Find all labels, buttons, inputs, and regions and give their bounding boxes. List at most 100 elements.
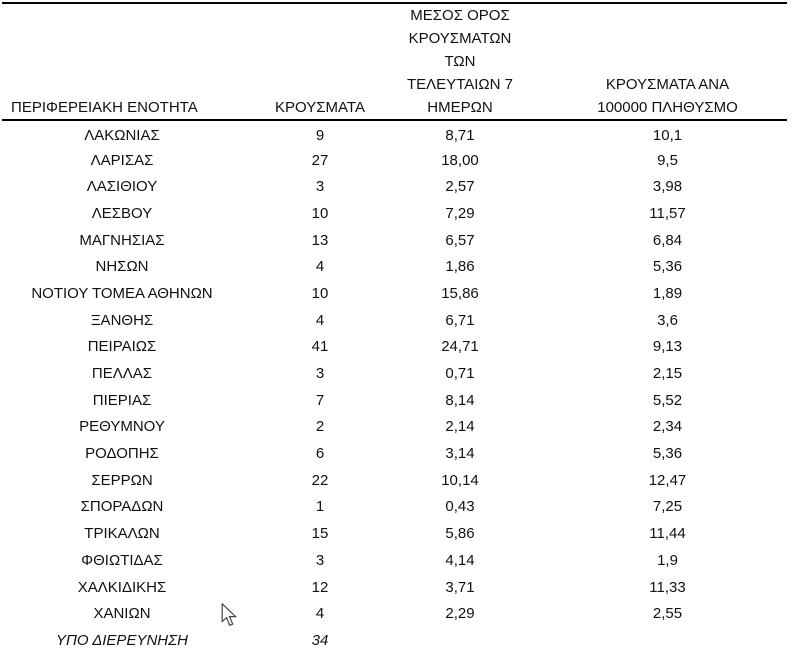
column-header-cases-per-100000: ΚΡΟΥΣΜΑΤΑ ΑΝΑ 100000 ΠΛΗΘΥΣΜΟ [522, 3, 787, 121]
region-cell: ΣΕΡΡΩΝ [91, 471, 153, 489]
per100k-cell: 11,44 [649, 525, 686, 543]
table-body: ΛΑΚΩΝΙΑΣ 9 8,71 10,1 ΛΑΡΙΣΑΣ 27 18,00 9,… [2, 120, 787, 654]
avg7-cell: 6,71 [445, 311, 475, 329]
cases-cell: 1 [315, 498, 325, 516]
avg7-cell: 8,71 [445, 127, 475, 145]
table-row: ΠΕΙΡΑΙΩΣ 41 24,71 9,13 [2, 334, 787, 361]
cases-cell: 41 [311, 338, 329, 356]
cases-cell: 13 [311, 231, 329, 249]
avg7-cell: 3,71 [445, 578, 475, 596]
region-cell: ΝΗΣΩΝ [95, 258, 149, 276]
cases-cell: 9 [315, 127, 325, 145]
cases-cell: 3 [315, 365, 325, 383]
cases-cell: 22 [311, 471, 329, 489]
avg7-cell: 7,29 [445, 204, 475, 222]
cases-cell: 4 [315, 605, 325, 623]
per100k-cell: 9,5 [657, 151, 678, 169]
per100k-cell: 5,36 [652, 258, 683, 276]
cases-cell: 4 [315, 258, 325, 276]
table-row: ΝΟΤΙΟΥ ΤΟΜΕΑ ΑΘΗΝΩΝ 10 15,86 1,89 [2, 280, 787, 307]
region-cell: ΡΕΘΥΜΝΟΥ [79, 418, 165, 436]
region-cell: ΤΡΙΚΑΛΩΝ [84, 525, 160, 543]
avg7-cell: 0,71 [445, 365, 475, 383]
cases-cell: 34 [311, 631, 329, 649]
table-row: ΠΙΕΡΙΑΣ 7 8,14 5,52 [2, 387, 787, 414]
table-row: ΠΕΛΛΑΣ 3 0,71 2,15 [2, 360, 787, 387]
column-header-regional-unit: ΠΕΡΙΦΕΡΕΙΑΚΗ ΕΝΟΤΗΤΑ [2, 3, 242, 121]
region-cell: ΛΑΣΙΘΙΟΥ [86, 178, 158, 196]
cases-cell: 3 [315, 551, 325, 569]
region-cell: ΛΑΡΙΣΑΣ [90, 151, 154, 169]
cases-cell: 12 [311, 578, 329, 596]
table-row: ΛΑΣΙΘΙΟΥ 3 2,57 3,98 [2, 173, 787, 200]
avg7-cell: 2,57 [445, 178, 475, 196]
per100k-cell: 11,33 [649, 578, 686, 596]
avg7-cell: 15,86 [441, 284, 479, 302]
avg7-cell: 2,29 [445, 605, 475, 623]
avg7-cell: 6,57 [445, 231, 475, 249]
avg7-cell: 1,86 [445, 258, 475, 276]
avg7-cell: 24,71 [441, 338, 479, 356]
per100k-cell: 5,36 [652, 445, 683, 463]
cases-cell: 10 [311, 284, 329, 302]
table-row: ΝΗΣΩΝ 4 1,86 5,36 [2, 253, 787, 280]
per100k-cell: 2,55 [652, 605, 683, 623]
avg7-cell: 18,00 [441, 151, 479, 169]
per100k-cell [522, 627, 787, 654]
table-row: ΞΑΝΘΗΣ 4 6,71 3,6 [2, 307, 787, 334]
per100k-cell: 10,1 [652, 127, 683, 145]
region-cell: ΥΠΟ ΔΙΕΡΕΥΝΗΣΗ [56, 631, 188, 649]
region-cell: ΞΑΝΘΗΣ [90, 311, 154, 329]
per100k-cell: 3,98 [652, 178, 683, 196]
per100k-cell: 2,15 [652, 365, 683, 383]
region-cell: ΛΑΚΩΝΙΑΣ [84, 127, 160, 145]
table-row: ΛΑΡΙΣΑΣ 27 18,00 9,5 [2, 147, 787, 174]
column-header-7day-average: ΜΕΣΟΣ ΟΡΟΣ ΚΡΟΥΣΜΑΤΩΝ ΤΩΝ ΤΕΛΕΥΤΑΙΩΝ 7 Η… [398, 3, 522, 121]
per100k-cell: 1,89 [652, 284, 683, 302]
avg7-cell: 8,14 [445, 391, 475, 409]
avg7-cell: 5,86 [445, 525, 475, 543]
per100k-cell: 3,6 [657, 311, 678, 329]
region-cell: ΧΑΝΙΩΝ [93, 605, 151, 623]
region-cell: ΧΑΛΚΙΔΙΚΗΣ [77, 578, 167, 596]
per100k-cell: 11,57 [649, 204, 686, 222]
avg7-cell: 2,14 [445, 418, 475, 436]
per100k-cell: 7,25 [652, 498, 683, 516]
table-row: ΜΑΓΝΗΣΙΑΣ 13 6,57 6,84 [2, 227, 787, 254]
table-row: ΛΕΣΒΟΥ 10 7,29 11,57 [2, 200, 787, 227]
table-row: ΦΘΙΩΤΙΔΑΣ 3 4,14 1,9 [2, 547, 787, 574]
avg7-cell: 0,43 [445, 498, 475, 516]
region-cell: ΜΑΓΝΗΣΙΑΣ [79, 231, 165, 249]
regional-cases-table: ΠΕΡΙΦΕΡΕΙΑΚΗ ΕΝΟΤΗΤΑ ΚΡΟΥΣΜΑΤΑ ΜΕΣΟΣ ΟΡΟ… [2, 2, 787, 654]
region-cell: ΠΙΕΡΙΑΣ [92, 391, 152, 409]
region-cell: ΠΕΛΛΑΣ [91, 365, 153, 383]
per100k-cell: 6,84 [652, 231, 683, 249]
table-row: ΛΑΚΩΝΙΑΣ 9 8,71 10,1 [2, 120, 787, 147]
cases-cell: 15 [311, 525, 329, 543]
region-cell: ΠΕΙΡΑΙΩΣ [87, 338, 157, 356]
table-row: ΣΕΡΡΩΝ 22 10,14 12,47 [2, 467, 787, 494]
cases-cell: 27 [311, 151, 329, 169]
avg7-cell: 4,14 [445, 551, 475, 569]
column-header-cases: ΚΡΟΥΣΜΑΤΑ [242, 3, 398, 121]
cases-cell: 4 [315, 311, 325, 329]
per100k-cell: 1,9 [657, 551, 678, 569]
region-cell: ΦΘΙΩΤΙΔΑΣ [81, 551, 163, 569]
avg7-cell [398, 627, 522, 654]
region-cell: ΣΠΟΡΑΔΩΝ [80, 498, 164, 516]
cases-cell: 3 [315, 178, 325, 196]
region-cell: ΡΟΔΟΠΗΣ [85, 445, 159, 463]
table-row: ΡΕΘΥΜΝΟΥ 2 2,14 2,34 [2, 414, 787, 441]
cases-cell: 7 [315, 391, 325, 409]
per100k-cell: 12,47 [648, 471, 687, 489]
table-row: ΤΡΙΚΑΛΩΝ 15 5,86 11,44 [2, 520, 787, 547]
cases-cell: 6 [315, 445, 325, 463]
avg7-cell: 3,14 [445, 445, 475, 463]
table-row: ΣΠΟΡΑΔΩΝ 1 0,43 7,25 [2, 494, 787, 521]
table-row: ΡΟΔΟΠΗΣ 6 3,14 5,36 [2, 440, 787, 467]
region-cell: ΝΟΤΙΟΥ ΤΟΜΕΑ ΑΘΗΝΩΝ [31, 284, 213, 302]
per100k-cell: 2,34 [652, 418, 683, 436]
table-header-row: ΠΕΡΙΦΕΡΕΙΑΚΗ ΕΝΟΤΗΤΑ ΚΡΟΥΣΜΑΤΑ ΜΕΣΟΣ ΟΡΟ… [2, 3, 787, 121]
table-row: ΧΑΛΚΙΔΙΚΗΣ 12 3,71 11,33 [2, 574, 787, 601]
per100k-cell: 5,52 [652, 391, 683, 409]
